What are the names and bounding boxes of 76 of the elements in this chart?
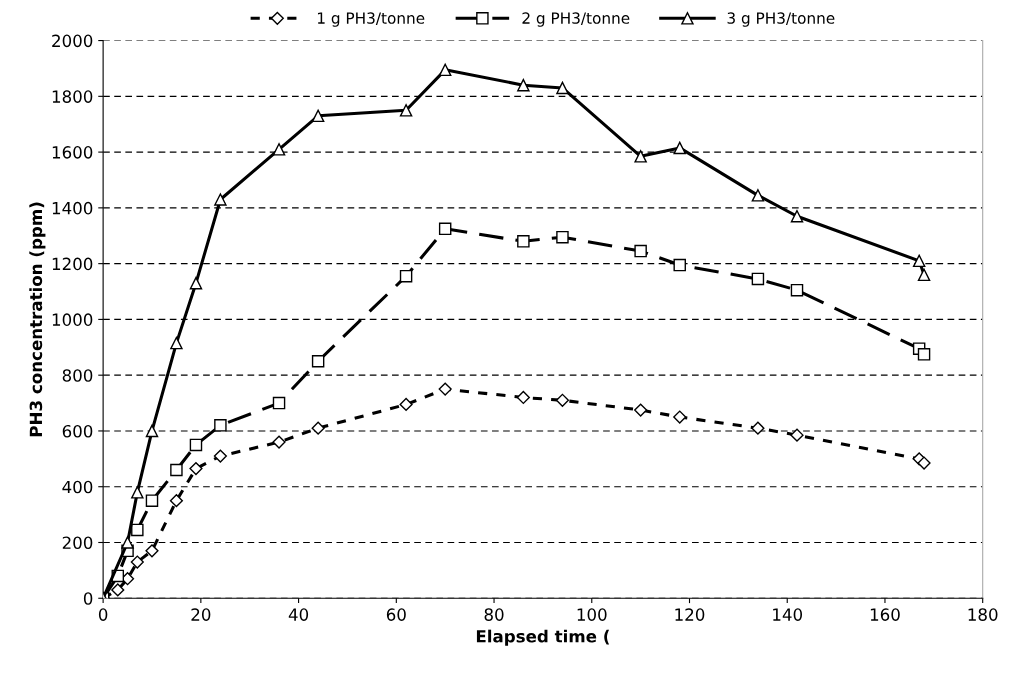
x-tick-label: 180 xyxy=(968,608,998,621)
point xyxy=(790,283,804,297)
x-tick-label: 100 xyxy=(577,608,607,621)
y-tick-label: 200 xyxy=(62,536,93,550)
point xyxy=(917,456,931,470)
point xyxy=(399,269,413,283)
y-tick-label: 1800 xyxy=(52,90,93,103)
point xyxy=(145,544,159,558)
x-tick-label: 20 xyxy=(191,608,211,621)
point xyxy=(213,449,227,463)
point xyxy=(169,494,184,508)
point xyxy=(272,143,286,156)
point xyxy=(399,104,413,117)
y-tick-label: 1600 xyxy=(52,146,93,159)
point xyxy=(790,428,804,442)
point xyxy=(673,410,687,424)
point xyxy=(751,421,765,435)
y-tick-label: 2000 xyxy=(52,34,93,48)
point xyxy=(517,235,530,248)
point xyxy=(438,222,452,236)
y-axis-title: PH3 concentration (ppm) xyxy=(29,202,46,437)
point xyxy=(311,109,325,123)
point xyxy=(516,390,530,405)
point xyxy=(556,81,569,95)
x-tick-label: 160 xyxy=(870,608,900,621)
point xyxy=(111,583,125,597)
point xyxy=(311,421,325,435)
point xyxy=(751,189,765,202)
point xyxy=(751,272,765,286)
point xyxy=(912,254,926,268)
point xyxy=(145,424,159,438)
y-tick-label: 800 xyxy=(62,369,93,382)
point xyxy=(130,555,144,569)
point xyxy=(272,396,286,410)
point xyxy=(438,382,452,396)
x-tick-label: 140 xyxy=(773,608,803,621)
point xyxy=(214,419,227,432)
point xyxy=(131,486,144,499)
point xyxy=(189,276,203,290)
y-tick-label: 400 xyxy=(62,480,93,494)
point xyxy=(399,397,413,412)
y-tick-label: 1200 xyxy=(52,257,93,271)
y-tick-label: 1400 xyxy=(52,201,93,215)
point xyxy=(673,141,686,155)
point xyxy=(311,354,325,368)
legend-label: 1 g PH3/tonne xyxy=(317,12,425,27)
point xyxy=(145,494,159,507)
point xyxy=(121,536,134,549)
x-tick-label: 0 xyxy=(98,608,108,621)
y-tick-label: 0 xyxy=(83,592,93,605)
point xyxy=(790,209,804,223)
point xyxy=(555,393,570,407)
y-tick-label: 1000 xyxy=(52,313,93,326)
x-tick-label: 120 xyxy=(675,608,705,621)
legend-label: 3 g PH3/tonne xyxy=(727,12,835,27)
legend-label: 2 g PH3/tonne xyxy=(522,12,630,27)
x-tick-label: 40 xyxy=(288,608,309,621)
point xyxy=(917,348,931,361)
x-tick-label: 60 xyxy=(386,608,406,621)
point xyxy=(634,403,648,417)
point xyxy=(556,230,569,244)
point xyxy=(189,438,203,452)
point xyxy=(917,268,931,282)
point xyxy=(438,63,452,77)
x-tick-label: 80 xyxy=(484,608,504,621)
point xyxy=(170,336,183,350)
point xyxy=(189,462,203,476)
point xyxy=(214,193,227,206)
point xyxy=(517,78,530,92)
point xyxy=(170,463,183,477)
point xyxy=(673,258,686,272)
x-axis-title: Elapsed time ( xyxy=(476,629,610,646)
point xyxy=(272,435,286,449)
point xyxy=(131,523,144,537)
y-tick-label: 600 xyxy=(62,424,93,438)
point xyxy=(634,244,647,258)
